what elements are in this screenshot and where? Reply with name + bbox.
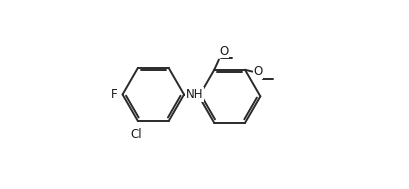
Text: NH: NH xyxy=(186,88,203,101)
Text: O: O xyxy=(220,45,229,58)
Text: Cl: Cl xyxy=(130,128,142,141)
Text: O: O xyxy=(253,65,262,78)
Text: F: F xyxy=(111,88,118,101)
